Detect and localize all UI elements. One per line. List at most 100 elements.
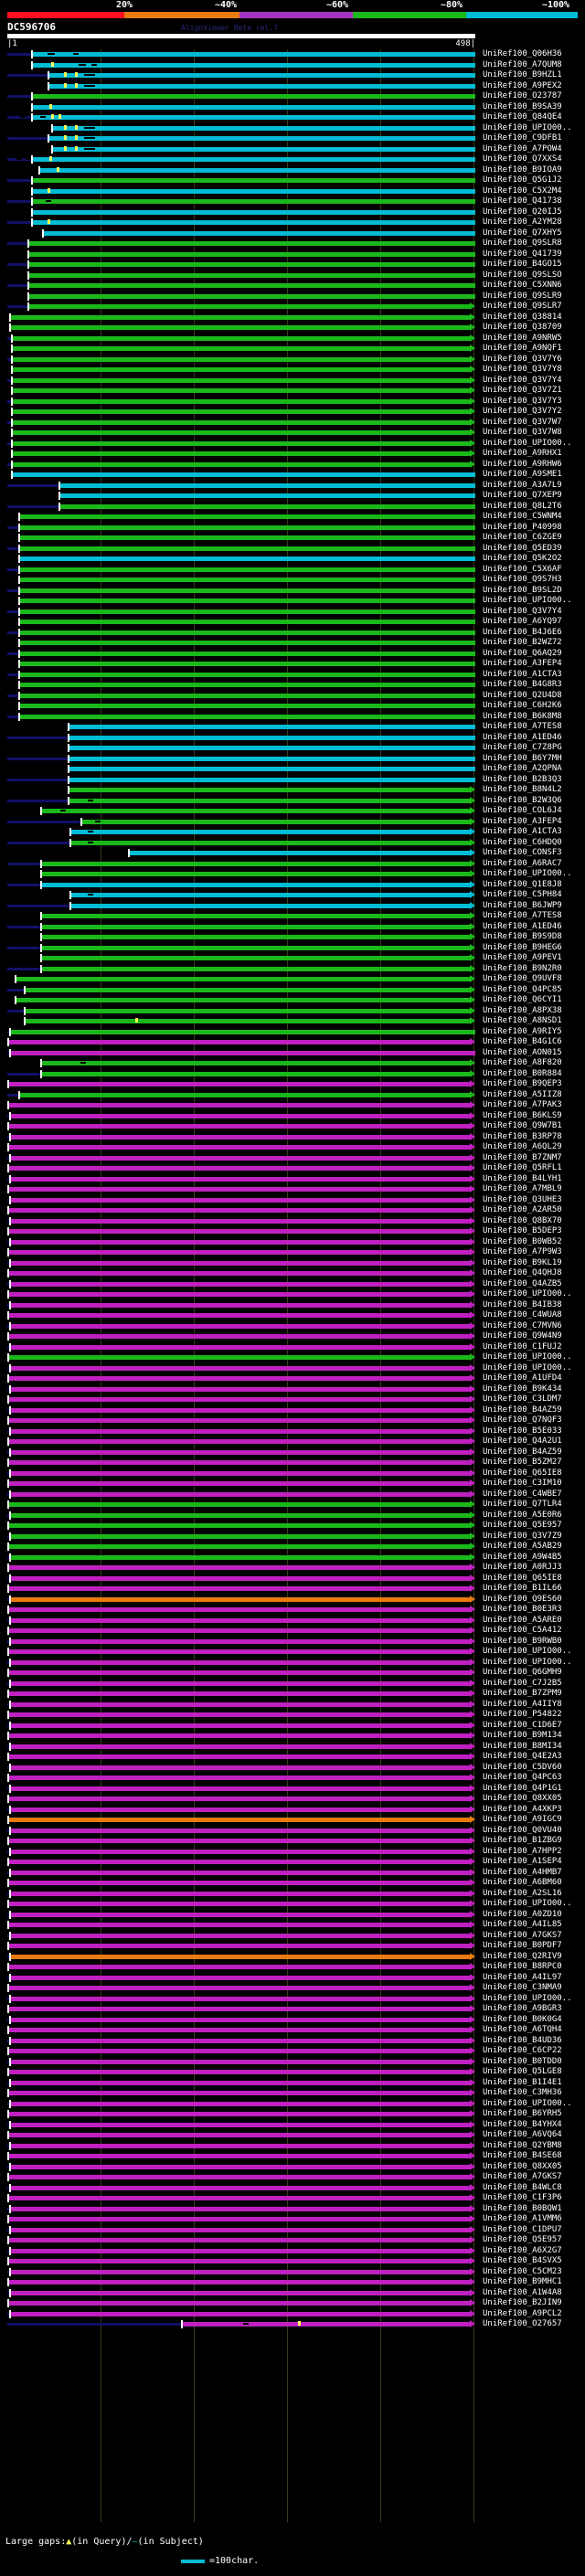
hit-subject-label[interactable]: UniRef100_Q7XXS4 xyxy=(483,154,562,164)
alignment-row[interactable]: UniRef100_Q9W7B1 xyxy=(0,1121,585,1132)
hit-subject-label[interactable]: UniRef100_Q38814 xyxy=(483,312,562,322)
hit-bar[interactable] xyxy=(13,346,470,351)
hit-bar[interactable] xyxy=(7,1691,470,1696)
hit-subject-label[interactable]: UniRef100_C6CP22 xyxy=(483,2046,562,2055)
alignment-row[interactable]: UniRef100_B8MI34 xyxy=(0,1742,585,1753)
alignment-row[interactable]: UniRef100_A2AR50 xyxy=(0,1205,585,1216)
hit-bar[interactable] xyxy=(11,1723,470,1728)
hit-subject-label[interactable]: UniRef100_UPIO00.. xyxy=(483,1657,572,1667)
alignment-row[interactable]: UniRef100_C5PH84 xyxy=(0,890,585,901)
hit-bar[interactable] xyxy=(7,1649,470,1654)
hit-bar[interactable] xyxy=(13,419,470,425)
hit-bar[interactable] xyxy=(42,935,470,939)
hit-subject-label[interactable]: UniRef100_A1CTA3 xyxy=(483,669,562,679)
hit-bar[interactable] xyxy=(11,1701,470,1707)
hit-subject-label[interactable]: UniRef100_C9DFB1 xyxy=(483,133,562,143)
alignment-row[interactable]: UniRef100_A7HPP2 xyxy=(0,1847,585,1858)
hit-subject-label[interactable]: UniRef100_A7PAK3 xyxy=(483,1100,562,1109)
alignment-row[interactable]: UniRef100_Q41738 xyxy=(0,196,585,207)
hit-bar[interactable] xyxy=(20,620,475,624)
hit-bar[interactable] xyxy=(7,1797,470,1801)
alignment-row[interactable]: UniRef100_C4WBE7 xyxy=(0,1489,585,1500)
alignment-row[interactable]: UniRef100_Q3UHE3 xyxy=(0,1195,585,1206)
hit-subject-label[interactable]: UniRef100_Q7NQF3 xyxy=(483,1415,562,1425)
alignment-row[interactable]: UniRef100_A7TES8 xyxy=(0,722,585,733)
hit-subject-label[interactable]: UniRef100_B4AZ59 xyxy=(483,1447,562,1457)
hit-bar[interactable] xyxy=(11,2227,470,2232)
hit-subject-label[interactable]: UniRef100_B9RWB0 xyxy=(483,1636,562,1646)
hit-bar[interactable] xyxy=(11,1323,470,1329)
hit-subject-label[interactable]: UniRef100_B2B3Q3 xyxy=(483,774,562,784)
hit-bar[interactable] xyxy=(20,567,475,572)
hit-bar[interactable] xyxy=(71,840,470,845)
hit-bar[interactable] xyxy=(7,1124,470,1129)
hit-bar[interactable] xyxy=(11,2164,470,2169)
hit-subject-label[interactable]: UniRef100_A6X2G7 xyxy=(483,2245,562,2255)
hit-subject-label[interactable]: UniRef100_A7GKS7 xyxy=(483,2172,562,2181)
hit-subject-label[interactable]: UniRef100_A1ED46 xyxy=(483,732,562,742)
alignment-row[interactable]: UniRef100_C7Z8PG xyxy=(0,743,585,754)
hit-bar[interactable] xyxy=(11,1470,470,1476)
hit-subject-label[interactable]: UniRef100_Q41739 xyxy=(483,249,562,259)
hit-subject-label[interactable]: UniRef100_B4AZ59 xyxy=(483,1405,562,1415)
hit-bar[interactable] xyxy=(7,1670,470,1675)
hit-bar[interactable] xyxy=(42,809,470,813)
hit-subject-label[interactable]: UniRef100_A4HMB7 xyxy=(483,1867,562,1877)
alignment-row[interactable]: UniRef100_A5E0R6 xyxy=(0,1511,585,1521)
hit-bar[interactable] xyxy=(33,178,475,183)
alignment-row[interactable]: UniRef100_A2YM28 xyxy=(0,217,585,228)
alignment-row[interactable]: UniRef100_B9IOA9 xyxy=(0,165,585,176)
alignment-row[interactable]: UniRef100_A7QUM8 xyxy=(0,60,585,71)
hit-bar[interactable] xyxy=(7,1439,470,1444)
hit-bar[interactable] xyxy=(20,672,475,677)
hit-bar[interactable] xyxy=(11,1765,470,1770)
hit-subject-label[interactable]: UniRef100_B1ZBG9 xyxy=(483,1836,562,1845)
hit-subject-label[interactable]: UniRef100_CONSF3 xyxy=(483,848,562,857)
alignment-row[interactable]: UniRef100_A4IL85 xyxy=(0,1920,585,1931)
alignment-row[interactable]: UniRef100_B1ZBG9 xyxy=(0,1836,585,1847)
hit-bar[interactable] xyxy=(7,1145,470,1150)
alignment-row[interactable]: UniRef100_C1D6E7 xyxy=(0,1721,585,1732)
alignment-row[interactable]: UniRef100_Q06H36 xyxy=(0,49,585,60)
alignment-row[interactable]: UniRef100_B4LYH1 xyxy=(0,1174,585,1185)
hit-subject-label[interactable]: UniRef100_Q3V7Y6 xyxy=(483,354,562,364)
alignment-row[interactable]: UniRef100_A4IL97 xyxy=(0,1973,585,1984)
alignment-row[interactable]: UniRef100_C5X2M4 xyxy=(0,186,585,197)
hit-bar[interactable] xyxy=(7,1481,470,1486)
hit-bar[interactable] xyxy=(69,767,475,771)
hit-subject-label[interactable]: UniRef100_B5ZM27 xyxy=(483,1458,562,1467)
alignment-row[interactable]: UniRef100_A3A7L9 xyxy=(0,481,585,492)
hit-subject-label[interactable]: UniRef100_A9RHX1 xyxy=(483,449,562,458)
hit-subject-label[interactable]: UniRef100_Q5RFL1 xyxy=(483,1163,562,1172)
hit-subject-label[interactable]: UniRef100_B6YRH5 xyxy=(483,2109,562,2118)
hit-subject-label[interactable]: UniRef100_C3LDM7 xyxy=(483,1394,562,1404)
alignment-row[interactable]: UniRef100_A6QL29 xyxy=(0,1142,585,1153)
alignment-row[interactable]: UniRef100_A9NRW5 xyxy=(0,334,585,345)
alignment-row[interactable]: UniRef100_C5XNN6 xyxy=(0,281,585,292)
hit-subject-label[interactable]: UniRef100_Q9SLSO xyxy=(483,270,562,280)
alignment-row[interactable]: UniRef100_A9RHW6 xyxy=(0,460,585,471)
hit-bar[interactable] xyxy=(7,1881,470,1885)
hit-subject-label[interactable]: UniRef100_UPIO00.. xyxy=(483,122,572,133)
alignment-row[interactable]: UniRef100_Q9S7H3 xyxy=(0,575,585,586)
hit-subject-label[interactable]: UniRef100_Q2YBM8 xyxy=(483,2140,562,2150)
hit-bar[interactable] xyxy=(11,1134,470,1140)
hit-bar[interactable] xyxy=(20,557,475,561)
hit-subject-label[interactable]: UniRef100_B6JWP9 xyxy=(483,900,562,910)
hit-bar[interactable] xyxy=(7,1334,470,1339)
hit-subject-label[interactable]: UniRef100_C5A412 xyxy=(483,1626,562,1635)
hit-bar[interactable] xyxy=(69,788,470,792)
hit-subject-label[interactable]: UniRef100_Q4PC85 xyxy=(483,984,562,994)
hit-bar[interactable] xyxy=(42,956,470,960)
hit-bar[interactable] xyxy=(29,272,475,278)
alignment-row[interactable]: UniRef100_A2QPNA xyxy=(0,764,585,775)
hit-bar[interactable] xyxy=(11,1891,470,1896)
hit-subject-label[interactable]: UniRef100_UPIO00.. xyxy=(483,438,572,448)
hit-subject-label[interactable]: UniRef100_B6Y7MH xyxy=(483,753,562,763)
hit-bar[interactable] xyxy=(7,1818,470,1822)
hit-bar[interactable] xyxy=(7,2007,470,2011)
alignment-row[interactable]: UniRef100_Q3V7Y4 xyxy=(0,376,585,387)
hit-subject-label[interactable]: UniRef100_B4J6E6 xyxy=(483,627,562,637)
hit-bar[interactable] xyxy=(11,1575,470,1581)
hit-bar[interactable] xyxy=(11,1050,475,1055)
